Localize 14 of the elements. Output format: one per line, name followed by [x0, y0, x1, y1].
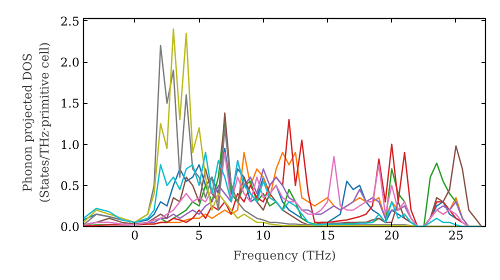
x-tick-label: 0 [131, 228, 139, 242]
x-tick-label: 25 [448, 228, 464, 242]
x-tick-label: 10 [256, 228, 271, 242]
x-tick-label: 15 [320, 228, 336, 242]
y-tick-label: 1.0 [60, 138, 80, 152]
y-tick-label: 0.5 [60, 178, 80, 193]
x-tick-label: 20 [384, 228, 400, 242]
x-tick-label: 5 [195, 228, 203, 242]
y-axis-title: Phonon projected DOS (States/THz·primitive cell) [20, 42, 52, 203]
y-tick-label: 2.0 [60, 56, 80, 70]
y-tick-label: 0.0 [60, 220, 80, 234]
y-tick-label: 1.5 [60, 96, 80, 111]
y-tick-label: 2.5 [60, 14, 80, 28]
x-axis-title: Frequency (THz) [233, 248, 336, 262]
